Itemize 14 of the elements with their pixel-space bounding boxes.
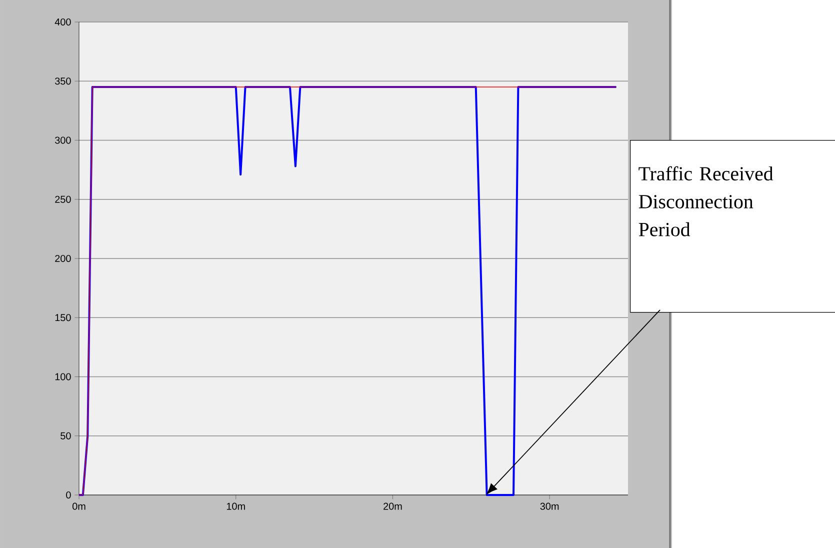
- y-tick-label: 400: [54, 18, 71, 26]
- x-tick-label: 30m: [540, 502, 559, 510]
- y-tick-label: 200: [55, 254, 71, 262]
- x-tick-label: 0m: [72, 502, 86, 510]
- y-tick-label: 350: [54, 78, 71, 85]
- y-tick-label: 150: [55, 314, 71, 322]
- y-tick-label: 50: [60, 432, 71, 440]
- x-tick-label: 20m: [384, 502, 402, 510]
- x-tick-label: 10m: [226, 502, 245, 510]
- y-tick-label: 300: [54, 136, 71, 144]
- y-tick-label: 0: [66, 491, 71, 499]
- y-tick-label: 250: [55, 196, 71, 203]
- text: Traffic Received Disconnection Period: [638, 166, 774, 236]
- y-tick-label: 100: [55, 373, 71, 380]
